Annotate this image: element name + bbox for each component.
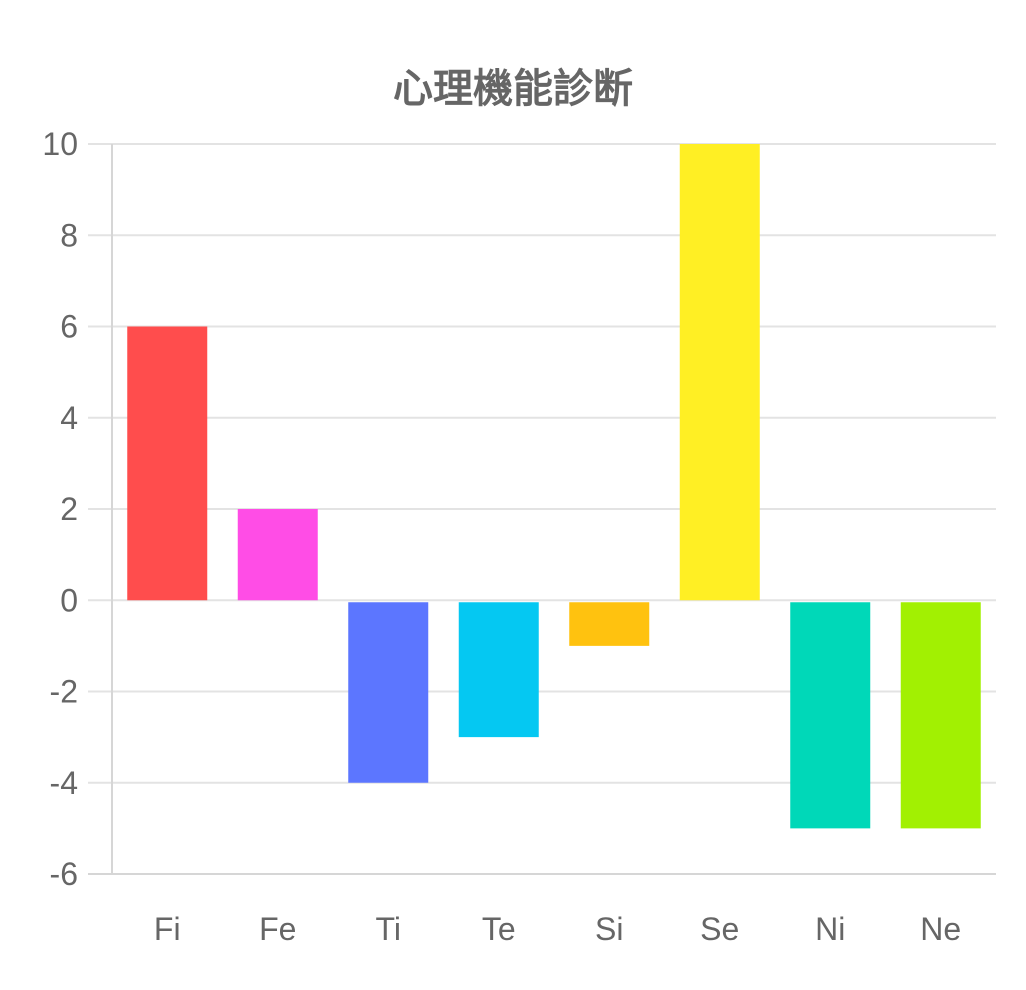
y-tick-label: -4 (50, 765, 78, 801)
y-tick-label: -6 (50, 856, 78, 892)
y-tick-label: 4 (60, 400, 78, 436)
x-tick-label: Si (595, 911, 623, 947)
y-tick-labels: 10 8 6 4 2 0 -2 -4 -6 (42, 126, 78, 892)
y-tick-label: 10 (42, 126, 78, 162)
x-tick-label: Ni (815, 911, 845, 947)
y-tick-label: 2 (60, 491, 78, 527)
bar-ne[interactable] (900, 602, 981, 829)
x-tick-label: Fe (259, 911, 296, 947)
bar-se[interactable] (679, 144, 760, 601)
chart-title: 心理機能診断 (393, 66, 633, 112)
bar-te[interactable] (458, 602, 539, 738)
x-tick-label: Ti (376, 911, 401, 947)
bar-ni[interactable] (790, 602, 871, 829)
x-tick-labels: Fi Fe Ti Te Si Se Ni Ne (154, 911, 961, 947)
bar-fi[interactable] (127, 326, 208, 601)
bars (127, 144, 981, 829)
x-tick-label: Ne (920, 911, 961, 947)
bar-fe[interactable] (237, 509, 318, 601)
y-tick-label: 0 (60, 582, 78, 618)
y-tick-label: -2 (50, 674, 78, 710)
y-tick-label: 8 (60, 217, 78, 253)
x-tick-label: Se (700, 911, 739, 947)
x-tick-label: Fi (154, 911, 181, 947)
bar-si[interactable] (569, 602, 650, 646)
x-tick-label: Te (482, 911, 516, 947)
bar-ti[interactable] (348, 602, 429, 783)
y-tick-label: 6 (60, 309, 78, 345)
axes (111, 144, 996, 875)
